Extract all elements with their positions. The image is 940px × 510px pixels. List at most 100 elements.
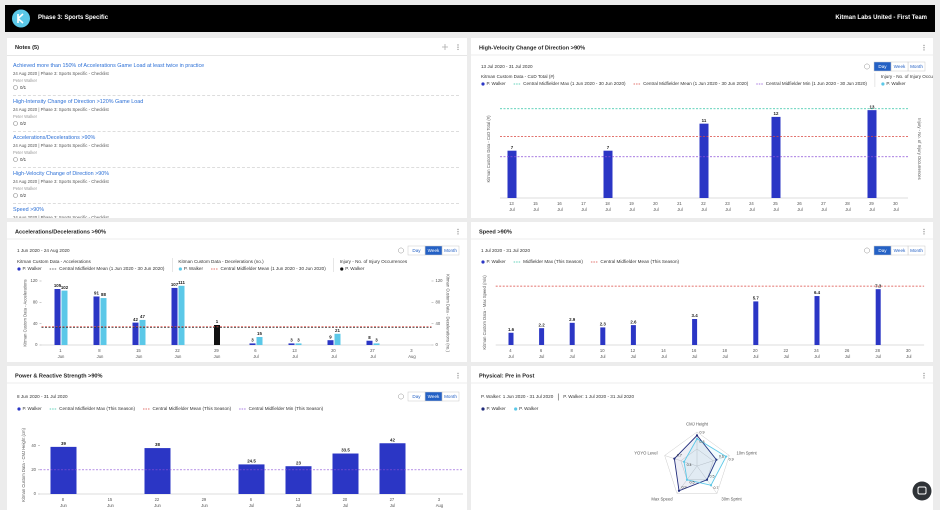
bar-value-label: 8 xyxy=(368,335,371,340)
check-icon xyxy=(13,192,18,198)
y-tick-label: 0 xyxy=(34,491,37,496)
period-label[interactable]: Month xyxy=(444,394,457,399)
panel-icons[interactable] xyxy=(439,41,463,53)
tick-month: Jul xyxy=(390,503,395,508)
team-name[interactable]: Kitman Labs United - First Team xyxy=(835,15,927,21)
legend-title: Kitman Custom Data - Decelerations (no.) xyxy=(178,259,264,264)
note-title[interactable]: Speed >90% xyxy=(13,207,45,213)
tick-day: 25 xyxy=(773,201,779,206)
period-button[interactable] xyxy=(873,61,892,72)
chart-panel: Physical: Pre in Post P. Walker: 1 Jun 20… xyxy=(471,366,933,510)
period-label[interactable]: Week xyxy=(894,64,906,69)
bar xyxy=(249,343,256,345)
tick-month: Jul xyxy=(331,354,336,359)
period-button[interactable] xyxy=(407,391,426,402)
bar-value-label: 11 xyxy=(702,118,707,123)
radar-area xyxy=(673,434,717,492)
bar-value-label: 1.6 xyxy=(508,327,515,332)
note-author: Peter Walker xyxy=(13,77,38,83)
menu-dot[interactable] xyxy=(923,49,925,51)
menu-dot[interactable] xyxy=(457,228,459,231)
info-icon[interactable] xyxy=(864,63,870,70)
menu-dot[interactable] xyxy=(923,375,925,377)
tick-day: 22 xyxy=(701,201,707,206)
legend-marker xyxy=(481,82,485,86)
x-tick-label: 16 Jul xyxy=(557,201,563,212)
chart-panel: High-Velocity Change of Direction >90% 13… xyxy=(471,38,933,218)
menu-dot[interactable] xyxy=(457,372,459,375)
x-tick-label: 22 Jun xyxy=(175,348,182,359)
legend-title: Kitman Custom Data - Accelerations xyxy=(17,259,91,264)
period-label[interactable]: Month xyxy=(910,64,923,69)
note-title[interactable]: High-Velocity Change of Direction >90% xyxy=(13,171,110,177)
menu-dot[interactable] xyxy=(457,231,459,233)
tick-month: Jun xyxy=(175,354,182,359)
period-label[interactable]: Day xyxy=(878,64,887,69)
menu-dot[interactable] xyxy=(457,377,459,379)
note-title[interactable]: Achieved more than 150% of Accelerations… xyxy=(13,63,205,69)
bar xyxy=(508,332,514,345)
menu-dot[interactable] xyxy=(457,375,459,377)
menu-dot[interactable] xyxy=(923,231,925,233)
menu-dot[interactable] xyxy=(923,228,925,231)
logo[interactable] xyxy=(9,5,33,32)
tick-day: 6 xyxy=(254,348,258,353)
note-title[interactable]: Accelerations/Decelerations >90% xyxy=(13,135,96,141)
menu-dot[interactable] xyxy=(923,233,925,235)
tick-day: 1 xyxy=(59,348,63,353)
menu-dot[interactable] xyxy=(923,377,925,379)
tick-day: 20 xyxy=(753,348,759,353)
info-icon[interactable] xyxy=(864,247,870,254)
check-circle xyxy=(13,192,18,198)
tick-month: Jun xyxy=(97,354,104,359)
period-label[interactable]: Week xyxy=(428,248,440,253)
chat-glyph xyxy=(917,486,927,495)
bar xyxy=(132,322,139,345)
period-button[interactable] xyxy=(873,245,892,256)
legend-title: Injury - No. of Injury Occurrences xyxy=(881,74,933,79)
tick-day: 27 xyxy=(821,201,827,206)
bar-value-label: 42 xyxy=(133,317,138,322)
y-tick-label: 120 xyxy=(31,278,39,283)
y-axis-label: Kitman Custom Data - Max Speed (m/s) xyxy=(482,275,487,350)
tick-day: 24 xyxy=(749,201,755,206)
x-tick-label: 20 Jul xyxy=(653,201,659,212)
info-icon[interactable] xyxy=(398,393,404,400)
radar-area xyxy=(683,438,727,486)
bar xyxy=(100,298,107,345)
tick-month: Jul xyxy=(581,207,586,212)
chat-button[interactable] xyxy=(912,481,932,501)
tick-month: Aug xyxy=(436,503,444,508)
tick-month: Jul xyxy=(509,207,514,212)
tick-month: Jul xyxy=(292,354,297,359)
legend-label: P. Walker xyxy=(487,81,507,86)
add-icon[interactable] xyxy=(442,44,448,50)
divider xyxy=(7,55,467,56)
period-label[interactable]: Day xyxy=(412,248,421,253)
note: High-Intensity Change of Direction >120%… xyxy=(13,96,459,132)
bar xyxy=(875,289,881,345)
period-label[interactable]: Month xyxy=(910,248,923,253)
bar-value-label: 2.9 xyxy=(569,317,576,322)
period-label[interactable]: Month xyxy=(444,248,457,253)
bar-value-label: 91 xyxy=(94,291,99,296)
period-button[interactable] xyxy=(407,245,426,256)
radar-point xyxy=(685,478,689,481)
menu-dot[interactable] xyxy=(923,372,925,375)
period-label[interactable]: Week xyxy=(894,248,906,253)
note-title[interactable]: High-Intensity Change of Direction >120%… xyxy=(13,99,144,105)
x-tick-label: 18 Jul xyxy=(605,201,611,212)
tick-month: Jul xyxy=(906,354,911,359)
menu-dot[interactable] xyxy=(923,44,925,47)
period-label[interactable]: Week xyxy=(428,394,440,399)
bar xyxy=(178,285,185,345)
x-tick-label: 22 Jul xyxy=(701,201,707,212)
info-icon[interactable] xyxy=(398,247,404,254)
bar-value-label: 107 xyxy=(171,282,179,287)
menu-dot[interactable] xyxy=(923,47,925,49)
menu-dot[interactable] xyxy=(457,233,459,235)
x-tick-label: 10 Jul xyxy=(600,348,606,359)
period-label[interactable]: Day xyxy=(878,248,887,253)
period-label[interactable]: Day xyxy=(412,394,421,399)
legend-marker xyxy=(514,407,518,411)
